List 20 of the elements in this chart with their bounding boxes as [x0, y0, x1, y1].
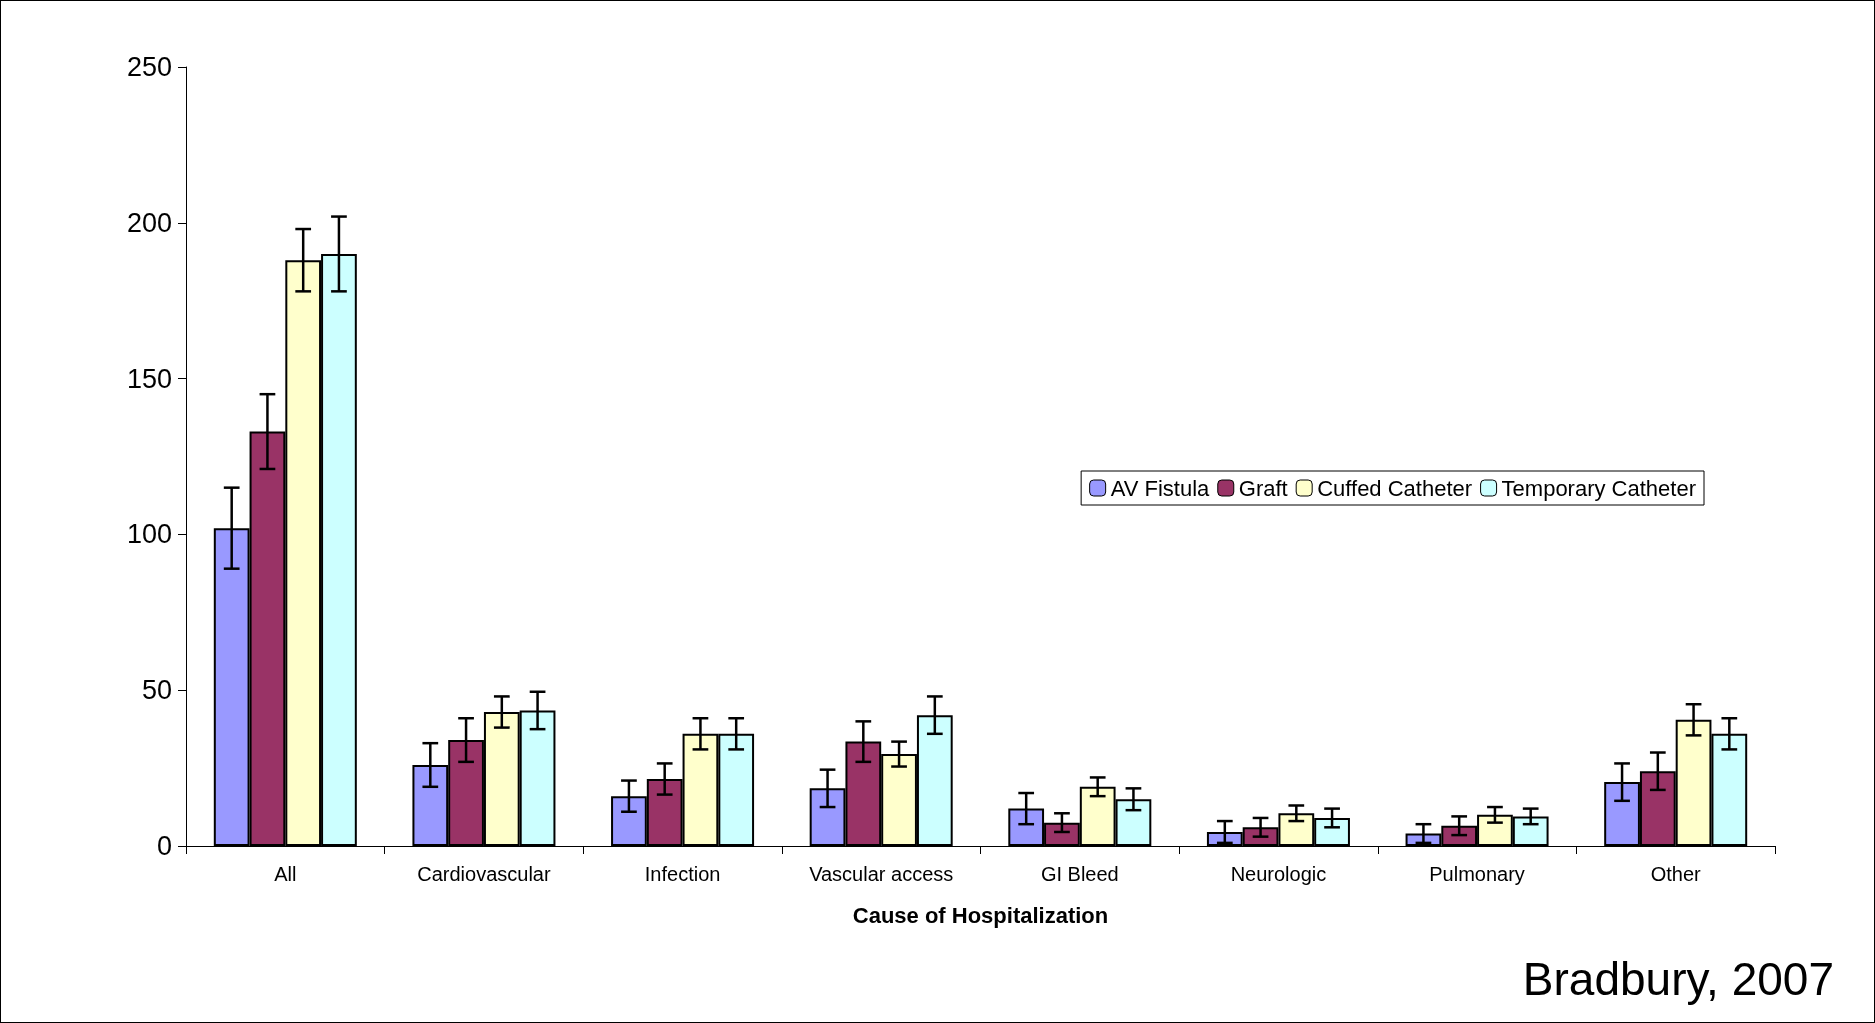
x-tick-label: All — [274, 863, 297, 885]
x-tick-label: Pulmonary — [1429, 863, 1525, 885]
y-tick-label: 150 — [126, 363, 172, 394]
legend-label: Cuffed Catheter — [1317, 475, 1473, 501]
x-tick-label: Infection — [644, 863, 721, 885]
text: Bradbury, 2007 — [1522, 953, 1835, 1005]
x-tick-label: Other — [1650, 863, 1702, 885]
legend-label: Graft — [1238, 475, 1288, 501]
x-tick-label: Vascular access — [809, 863, 954, 885]
x-tick-label: GI Bleed — [1040, 863, 1119, 885]
y-tick-label: 50 — [141, 675, 172, 706]
y-tick-label: 100 — [126, 519, 172, 550]
legend-label: AV Fistula — [1110, 475, 1211, 501]
x-tick-label: Cardiovascular — [417, 863, 551, 885]
y-tick-label: 200 — [126, 207, 172, 238]
y-tick-label: 0 — [156, 831, 172, 861]
legend-label: Temporary Catheter — [1501, 475, 1697, 501]
x-tick-label: Neurologic — [1230, 863, 1327, 885]
y-tick-label: 250 — [126, 52, 172, 82]
x-axis-title: Cause of Hospitalization — [852, 902, 1109, 928]
